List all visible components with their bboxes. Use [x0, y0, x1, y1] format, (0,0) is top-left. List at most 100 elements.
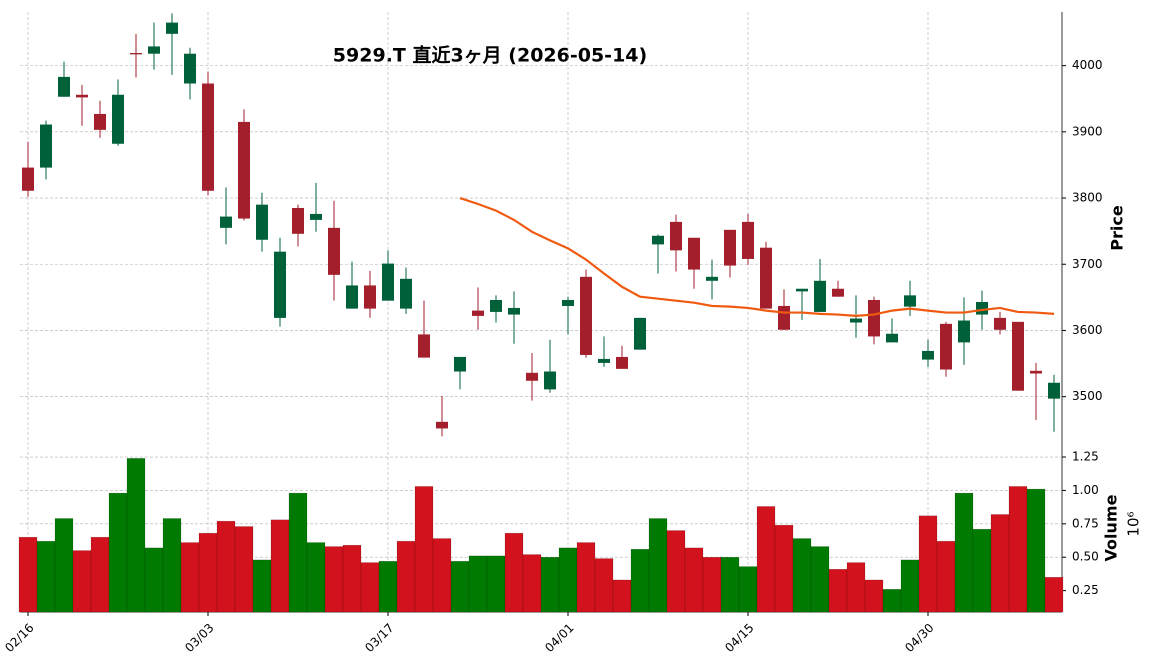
candle-body [400, 278, 412, 309]
volume-bar [576, 542, 596, 613]
candle-body [454, 356, 466, 372]
volume-bar [360, 562, 380, 613]
volume-bar [918, 515, 938, 613]
candle-body [580, 276, 592, 355]
candle-body [220, 216, 232, 228]
candle-body [994, 317, 1006, 330]
volume-bar [972, 528, 992, 613]
y-tick-label: 3800 [1072, 191, 1103, 205]
volume-bar [990, 514, 1010, 613]
candle-body [472, 310, 484, 316]
candle-body [1048, 382, 1060, 399]
candle-body [652, 235, 664, 245]
candle-body [40, 124, 52, 168]
volume-bar [522, 554, 542, 613]
x-tick-label: 04/01 [542, 621, 576, 655]
volume-bar [666, 530, 686, 613]
volume-bar [540, 556, 560, 613]
candle-body [382, 263, 394, 301]
volume-y-tick-label: 0.50 [1072, 550, 1099, 564]
volume-bar [702, 556, 722, 613]
candle-body [922, 350, 934, 360]
candle-body [634, 317, 646, 350]
x-tick-label: 03/03 [182, 621, 216, 655]
volume-bar [1026, 488, 1046, 613]
volume-bar [414, 486, 434, 613]
moving-average-line [459, 196, 1055, 317]
candle-body [310, 213, 322, 220]
x-tick-label: 02/16 [2, 621, 36, 655]
candle-body [958, 320, 970, 343]
candle-body [976, 301, 988, 315]
volume-bar [306, 542, 326, 613]
candle-body [418, 334, 430, 358]
volume-axis-label: Volume [1102, 494, 1121, 561]
volume-bar [432, 538, 452, 613]
candle-body [76, 94, 88, 98]
volume-bar [378, 560, 398, 613]
candle-body [364, 285, 376, 309]
volume-bar [900, 559, 920, 613]
candle-body [814, 280, 826, 312]
candle-body [688, 237, 700, 270]
volume-bar [468, 555, 488, 613]
volume-offset-label: 10⁶ [1125, 511, 1143, 536]
candle-body [832, 288, 844, 297]
volume-bar [810, 546, 830, 613]
candle-body [292, 207, 304, 234]
volume-bar [252, 559, 272, 613]
candle-body [202, 83, 214, 191]
volume-bar [216, 520, 236, 613]
volume-bar [162, 518, 182, 613]
volume-bar [648, 518, 668, 613]
volume-bar [774, 524, 794, 613]
volume-bar [756, 506, 776, 613]
x-tick-label: 03/17 [362, 621, 396, 655]
price-axis-label: Price [1108, 205, 1127, 251]
candle-body [22, 167, 34, 191]
candle-body [706, 276, 718, 281]
candle-body [58, 76, 70, 97]
volume-bar [954, 492, 974, 613]
volume-bar [684, 547, 704, 613]
volume-bar [936, 540, 956, 613]
y-tick-label: 3900 [1072, 124, 1103, 138]
volume-bar [738, 566, 758, 613]
candle-body [760, 247, 772, 309]
volume-bar [288, 492, 308, 613]
candle-body [904, 295, 916, 307]
x-tick-label: 04/15 [722, 621, 756, 655]
volume-bar [630, 548, 650, 613]
volume-bar [36, 540, 56, 613]
candle-body [1012, 321, 1024, 391]
volume-y-tick-label: 1.25 [1072, 450, 1099, 464]
volume-bar [1044, 577, 1064, 613]
volume-bar [342, 544, 362, 613]
y-tick-label: 3600 [1072, 323, 1103, 337]
candle-body [940, 323, 952, 370]
volume-bar [612, 579, 632, 613]
volume-bar [720, 556, 740, 613]
candle-body [238, 121, 250, 219]
volume-bar [234, 526, 254, 613]
candle-body [508, 307, 520, 315]
volume-bar [72, 550, 92, 613]
volume-bar [846, 562, 866, 613]
volume-bar [144, 547, 164, 613]
candle-body [490, 300, 502, 312]
volume-bar [54, 518, 74, 613]
candle-body [778, 305, 790, 330]
y-tick-label: 3700 [1072, 257, 1103, 271]
candle-body [616, 356, 628, 369]
volume-bar [90, 536, 110, 613]
y-tick-label: 4000 [1072, 58, 1103, 72]
candle-body [796, 288, 808, 292]
volume-bar [486, 555, 506, 613]
volume-bar [324, 546, 344, 613]
candle-body [562, 300, 574, 306]
candle-body [436, 421, 448, 429]
candle-body [1030, 370, 1042, 374]
volume-bar [126, 458, 146, 613]
candle-body [166, 22, 178, 34]
